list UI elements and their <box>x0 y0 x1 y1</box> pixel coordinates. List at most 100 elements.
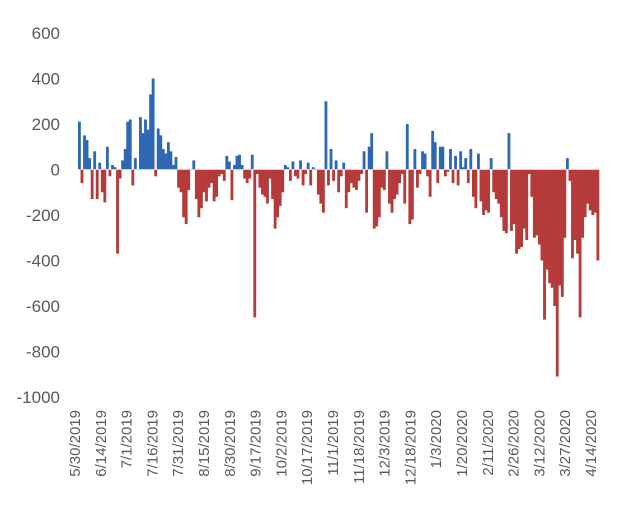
bar <box>593 169 597 213</box>
bar <box>220 169 224 175</box>
x-tick-label: 9/17/2019 <box>248 410 265 477</box>
bar <box>100 169 104 193</box>
bar <box>413 149 417 170</box>
y-tick-label: -800 <box>26 343 60 362</box>
bar <box>382 169 386 190</box>
bar <box>446 169 450 172</box>
y-axis-ticks: 600 400 200 0 -200 -400 -600 -800 -1000 <box>17 24 60 407</box>
bar <box>489 158 493 170</box>
bar <box>90 169 94 200</box>
x-tick-label: 8/30/2019 <box>222 410 239 477</box>
bar <box>154 169 158 177</box>
bar <box>316 169 320 195</box>
bar <box>362 151 366 170</box>
bar <box>240 164 244 170</box>
bar <box>169 151 173 170</box>
bar <box>421 151 424 170</box>
bar <box>400 169 404 175</box>
x-tick-label: 7/1/2019 <box>119 410 136 468</box>
bar <box>347 169 351 193</box>
bar <box>390 169 394 213</box>
bar <box>477 153 480 170</box>
bar <box>202 169 206 193</box>
bar <box>215 169 219 197</box>
bar <box>499 169 503 218</box>
bar <box>192 160 196 170</box>
bar <box>197 169 201 218</box>
bar <box>299 160 302 170</box>
bar <box>550 169 554 288</box>
bar <box>113 167 117 170</box>
bars <box>78 78 600 377</box>
bar <box>263 169 267 197</box>
bar <box>85 139 89 170</box>
x-tick-label: 2/11/2020 <box>480 410 497 476</box>
bar <box>327 169 330 186</box>
bar <box>311 167 315 170</box>
bar <box>596 169 600 261</box>
bar <box>405 124 409 170</box>
bar <box>565 158 569 170</box>
bar <box>484 169 488 211</box>
bar <box>418 169 422 175</box>
bar <box>243 169 247 179</box>
bar <box>504 169 508 234</box>
bar <box>576 169 579 254</box>
x-tick-label: 5/30/2019 <box>67 410 84 477</box>
bar <box>233 164 236 170</box>
bar <box>273 169 277 229</box>
bar <box>512 169 516 225</box>
x-tick-label: 10/17/2019 <box>299 410 316 485</box>
bar <box>159 135 163 170</box>
bar <box>118 169 122 179</box>
bar <box>527 169 531 175</box>
bar <box>248 169 252 179</box>
bar <box>161 149 165 170</box>
bar <box>586 169 590 204</box>
bar <box>349 169 353 184</box>
bar <box>403 169 407 204</box>
bar <box>454 155 457 170</box>
bar <box>357 169 361 181</box>
bar <box>212 169 216 202</box>
bar <box>205 169 208 202</box>
bar <box>538 169 541 245</box>
bar <box>451 169 455 184</box>
bar <box>235 155 239 170</box>
bar <box>166 142 170 170</box>
bar <box>329 149 333 170</box>
x-axis-ticks: 5/30/2019 6/14/2019 7/1/2019 7/16/2019 7/31/… <box>67 410 600 485</box>
bar <box>126 121 130 170</box>
bar <box>388 169 391 204</box>
bar <box>184 169 188 225</box>
bar <box>428 169 432 197</box>
bar <box>520 169 524 247</box>
bar <box>291 161 295 170</box>
bar <box>319 169 323 204</box>
bar <box>515 169 518 254</box>
y-tick-label: 600 <box>32 24 60 43</box>
bar <box>250 154 254 170</box>
bar <box>410 169 414 220</box>
bar <box>95 169 99 200</box>
bar <box>494 169 498 200</box>
bar <box>281 169 285 193</box>
bar <box>449 149 452 170</box>
bar <box>93 151 97 170</box>
bar <box>128 119 132 170</box>
bar <box>103 169 107 203</box>
y-tick-label: 400 <box>32 70 60 89</box>
bar <box>464 158 468 170</box>
bar <box>266 169 269 204</box>
bar <box>146 129 150 170</box>
bar <box>573 169 577 241</box>
bar <box>141 133 145 170</box>
bar <box>545 169 549 270</box>
bar <box>207 169 211 188</box>
bar <box>332 169 335 181</box>
bar <box>174 156 178 170</box>
bar <box>433 142 437 170</box>
bar <box>385 151 389 170</box>
bar <box>479 169 483 202</box>
bar <box>306 162 310 170</box>
